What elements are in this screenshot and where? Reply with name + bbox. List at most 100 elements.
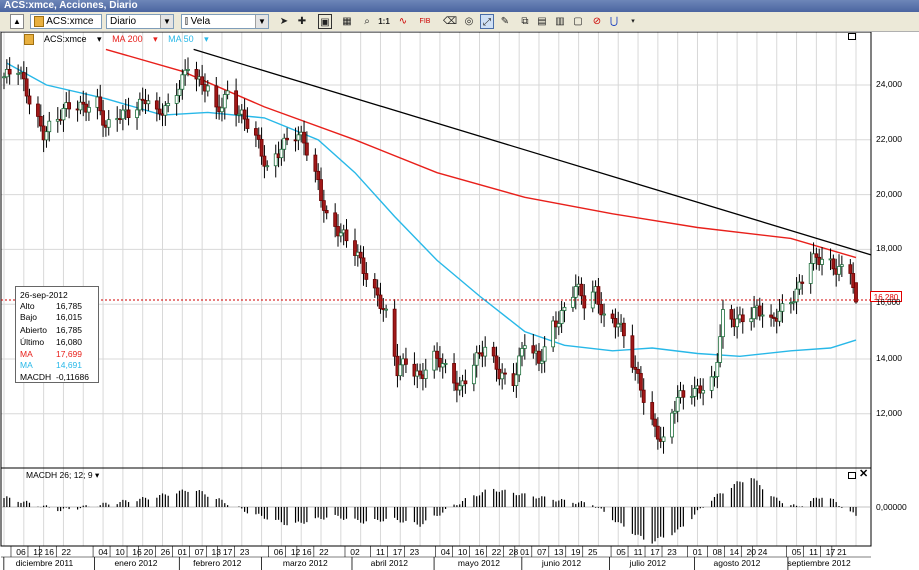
- info-row-macdh: MACDH -0,11686: [20, 372, 89, 382]
- y-tick-label: 22,000: [876, 133, 902, 144]
- candle-body: [491, 346, 496, 357]
- candle-body: [338, 232, 343, 237]
- candle-body: [551, 320, 556, 348]
- legend-ma200-label: MA 200: [112, 34, 143, 44]
- candle-body: [372, 278, 377, 289]
- tool-button[interactable]: ✎: [498, 14, 512, 29]
- copy-button[interactable]: ⧉: [518, 14, 532, 29]
- candle-body: [265, 165, 270, 168]
- ma50-line: [6, 62, 857, 358]
- trend-tool-button[interactable]: ⤢: [480, 14, 494, 29]
- candle-body: [67, 102, 72, 110]
- x-day-label: 07: [194, 547, 205, 557]
- candle-body: [757, 305, 762, 317]
- candle-body: [140, 98, 145, 101]
- stock-icon: [34, 15, 44, 27]
- x-day-label: 07: [537, 547, 547, 557]
- x-day-label: 17: [392, 547, 403, 557]
- candle-body: [522, 345, 527, 349]
- y-tick-label: 24,000: [876, 79, 902, 89]
- candle-body: [234, 90, 239, 115]
- x-day-label: 04: [440, 547, 451, 557]
- candle-body: [304, 142, 309, 156]
- zoom-button[interactable]: ⌕: [360, 14, 374, 29]
- x-day-label: 06: [273, 547, 284, 557]
- draw-line-button[interactable]: ∿: [396, 14, 410, 29]
- legend-ma50[interactable]: MA 50 ▾: [168, 34, 209, 44]
- fibonacci-button[interactable]: FIB: [418, 14, 432, 29]
- paste-button[interactable]: ▤: [535, 14, 549, 29]
- candle-body: [183, 69, 188, 76]
- candle-body: [602, 313, 606, 316]
- candle-body: [443, 363, 448, 365]
- close-icon: ✕: [859, 468, 869, 480]
- window-button[interactable]: ▢: [571, 14, 585, 29]
- x-month-label: febrero 2012: [193, 558, 242, 568]
- candle-body: [302, 131, 306, 144]
- cursor-info-icon: ▣: [320, 17, 330, 28]
- grid-button[interactable]: ▦: [340, 14, 354, 29]
- macd-legend[interactable]: MACDH 26; 12; 9 ▾: [26, 470, 100, 480]
- cursor-info-button[interactable]: ▣: [318, 14, 332, 29]
- candle-body: [650, 402, 655, 420]
- candle-body: [452, 363, 456, 384]
- candle-body: [579, 283, 584, 297]
- candle-body: [432, 350, 437, 371]
- menu-up-button[interactable]: ▲: [10, 14, 24, 29]
- candle-body: [715, 361, 720, 377]
- object-button[interactable]: ◎: [462, 14, 476, 29]
- y-tick-label: 18,000: [876, 243, 902, 254]
- candle-body: [689, 395, 694, 398]
- maximize-macd-button[interactable]: [848, 472, 856, 479]
- close-macd-button[interactable]: ✕: [859, 468, 868, 480]
- pointer-icon: ➤: [279, 16, 289, 27]
- candle-body: [791, 301, 796, 304]
- candle-body: [681, 390, 686, 398]
- x-day-label: 16: [44, 547, 55, 557]
- candle-body: [562, 306, 567, 311]
- period-value: Diario: [110, 16, 137, 27]
- candle-body: [81, 101, 86, 105]
- candle-body: [514, 374, 519, 386]
- layout-button[interactable]: ▥: [553, 14, 567, 29]
- legend-ma200[interactable]: MA 200 ▾: [112, 34, 158, 44]
- last-price-label: 16,000: [876, 298, 901, 307]
- candle-body: [220, 107, 224, 113]
- candle-body: [638, 373, 643, 391]
- chevron-down-icon: ▼: [160, 15, 173, 28]
- candle-body: [811, 253, 816, 264]
- candle-body: [106, 119, 111, 128]
- eraser-button[interactable]: ⌫: [443, 14, 457, 29]
- candle-body: [500, 372, 505, 380]
- x-day-label: 08: [712, 547, 723, 557]
- candle-body: [296, 134, 301, 141]
- chart-style-select[interactable]: ⫿ Vela ▼: [181, 14, 269, 29]
- x-day-label: 28: [508, 547, 519, 557]
- candle-body: [633, 366, 638, 370]
- magnet-button[interactable]: ⋃: [607, 14, 621, 29]
- x-day-label: 01: [520, 547, 530, 557]
- pointer-button[interactable]: ➤: [277, 14, 291, 29]
- candle-body: [780, 303, 785, 312]
- zoom-icon: ⌕: [364, 16, 370, 27]
- candle-body: [353, 240, 357, 256]
- one-to-one-button[interactable]: 1:1: [377, 14, 391, 29]
- chart-canvas[interactable]: [0, 32, 919, 570]
- candle-body: [735, 318, 740, 328]
- x-day-label: 11: [633, 547, 643, 557]
- candle-body: [440, 363, 445, 368]
- crosshair-button[interactable]: ✚: [295, 14, 309, 29]
- candle-body: [721, 309, 725, 338]
- delete-button[interactable]: ⊘: [590, 14, 604, 29]
- candle-body: [539, 360, 544, 364]
- candle-body: [851, 273, 856, 289]
- x-day-label: 16: [474, 547, 485, 557]
- legend-symbol[interactable]: ACS:xmce ▾: [24, 34, 104, 46]
- candle-body: [760, 314, 765, 317]
- symbol-combo[interactable]: ACS:xmce: [30, 14, 102, 29]
- more-button[interactable]: ▾: [626, 14, 640, 29]
- x-day-label: 17: [650, 547, 660, 557]
- period-select[interactable]: Diario ▼: [106, 14, 174, 29]
- info-date: 26-sep-2012: [20, 290, 68, 300]
- maximize-pane-button[interactable]: [848, 33, 856, 40]
